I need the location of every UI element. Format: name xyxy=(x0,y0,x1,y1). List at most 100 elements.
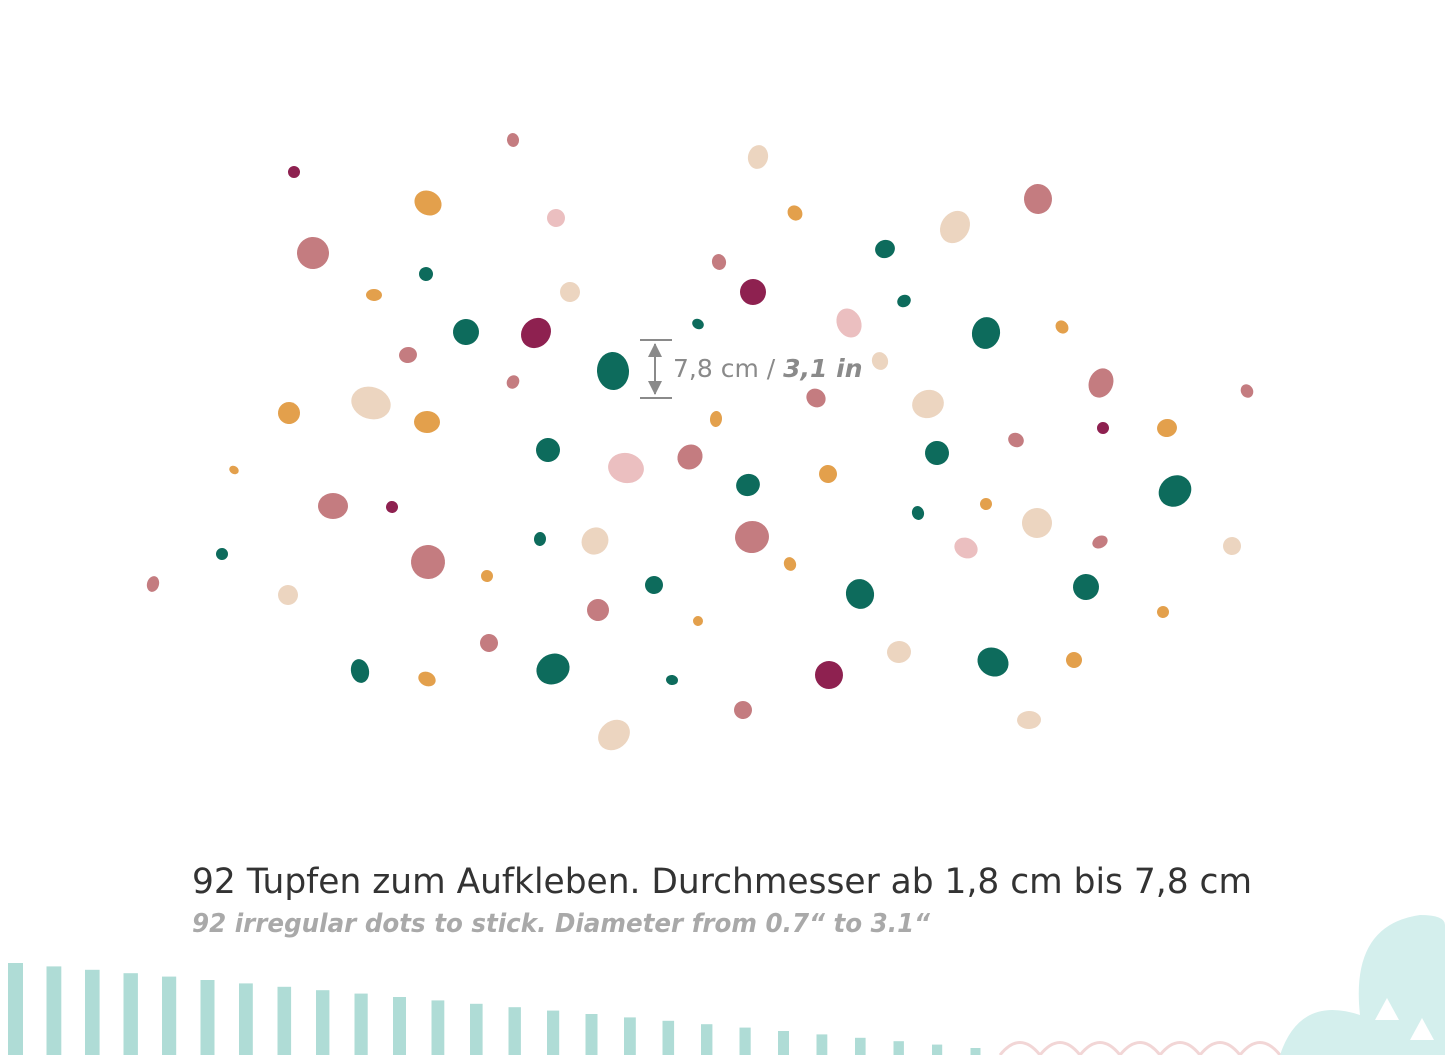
stripe xyxy=(508,1007,521,1055)
separator: / xyxy=(767,354,776,383)
stripe xyxy=(932,1044,943,1055)
dot xyxy=(925,441,949,465)
dot xyxy=(1088,368,1114,398)
dot xyxy=(481,570,493,582)
dot xyxy=(399,346,417,364)
dot xyxy=(677,444,703,470)
dot xyxy=(735,520,769,554)
dimension-label: 7,8 cm / 3,1 in xyxy=(673,354,863,383)
dot xyxy=(1017,710,1041,730)
dot xyxy=(939,210,971,244)
dots xyxy=(146,133,1254,751)
stripe xyxy=(893,1041,904,1055)
dot xyxy=(1073,574,1099,600)
dot xyxy=(536,438,560,462)
dot xyxy=(971,317,1001,349)
dot xyxy=(351,386,391,420)
dot xyxy=(366,288,382,302)
dot xyxy=(734,701,752,719)
dot xyxy=(836,308,862,338)
dot xyxy=(977,647,1009,677)
stripe xyxy=(970,1048,981,1055)
dot xyxy=(736,473,760,497)
dot xyxy=(887,640,911,664)
dot xyxy=(645,576,663,594)
dot xyxy=(787,205,803,221)
stripe xyxy=(354,993,368,1055)
dot xyxy=(581,527,609,555)
dot xyxy=(318,493,348,519)
dot xyxy=(666,674,678,686)
dot xyxy=(536,653,570,685)
stripe xyxy=(624,1017,636,1055)
scallops xyxy=(998,1041,1282,1055)
dot xyxy=(596,352,630,390)
dot xyxy=(1157,418,1177,438)
stripe xyxy=(123,973,138,1055)
dot xyxy=(980,498,992,510)
dot xyxy=(783,557,797,571)
dot xyxy=(506,133,520,147)
stripe xyxy=(46,966,62,1055)
stripe xyxy=(816,1034,828,1055)
dot xyxy=(506,375,520,389)
dot xyxy=(819,465,837,483)
dot xyxy=(1023,184,1053,214)
dot xyxy=(297,237,329,269)
dot xyxy=(1223,537,1241,555)
dot xyxy=(350,659,370,683)
dot xyxy=(1092,535,1108,549)
stripe xyxy=(200,980,215,1055)
dot xyxy=(897,294,911,308)
caption-english: 92 irregular dots to stick. Diameter fro… xyxy=(192,909,930,939)
stripe xyxy=(701,1024,713,1055)
stripe xyxy=(8,963,23,1055)
stripe xyxy=(277,986,292,1055)
dot xyxy=(693,616,703,626)
dot xyxy=(288,166,300,178)
dot xyxy=(533,532,547,546)
stripe xyxy=(316,990,330,1055)
stripe xyxy=(778,1031,789,1055)
dot xyxy=(692,318,704,330)
stripe xyxy=(393,997,406,1055)
dot xyxy=(414,410,440,434)
imperial: 3,1 in xyxy=(783,354,862,383)
dot xyxy=(146,576,160,592)
dot xyxy=(547,209,565,227)
dot xyxy=(740,279,766,305)
dot xyxy=(1158,475,1192,507)
dot xyxy=(1066,652,1082,668)
dot xyxy=(480,634,498,652)
dot xyxy=(1008,432,1024,448)
stripe xyxy=(855,1037,866,1055)
dot xyxy=(954,537,978,559)
stripe xyxy=(239,983,253,1055)
dot xyxy=(278,402,300,424)
dot xyxy=(806,388,826,408)
dot xyxy=(216,548,228,560)
stripe xyxy=(585,1014,598,1055)
dot xyxy=(911,506,925,520)
stripes xyxy=(8,963,981,1055)
dot xyxy=(1240,384,1254,398)
dot xyxy=(1097,422,1109,434)
dot xyxy=(608,452,644,484)
dot xyxy=(598,719,630,751)
stripe xyxy=(662,1020,675,1055)
dot xyxy=(521,317,551,349)
stripe xyxy=(85,969,100,1055)
dot xyxy=(386,501,398,513)
dot xyxy=(912,389,944,419)
dot xyxy=(815,661,843,689)
dot xyxy=(453,319,479,345)
dot xyxy=(747,145,769,169)
dot xyxy=(411,545,445,579)
dot xyxy=(418,671,436,687)
dot xyxy=(711,254,727,270)
stripe xyxy=(739,1027,751,1055)
dot xyxy=(414,190,442,216)
dot xyxy=(278,585,298,605)
dot xyxy=(419,267,433,281)
dot xyxy=(560,282,580,302)
